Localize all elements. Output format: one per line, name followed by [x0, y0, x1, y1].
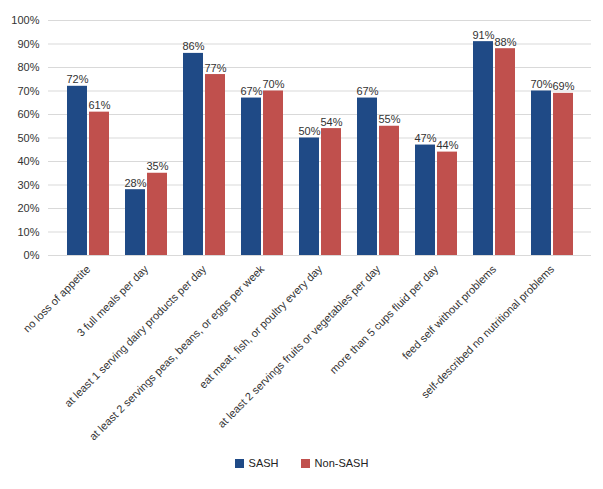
- svg-text:55%: 55%: [378, 113, 400, 125]
- svg-text:44%: 44%: [436, 139, 458, 151]
- svg-text:72%: 72%: [66, 73, 88, 85]
- svg-text:eat meat, fish, or poultry eve: eat meat, fish, or poultry every day: [197, 262, 325, 390]
- svg-text:47%: 47%: [414, 132, 436, 144]
- svg-text:77%: 77%: [204, 62, 226, 74]
- svg-text:20%: 20%: [17, 202, 39, 214]
- svg-text:0%: 0%: [24, 249, 40, 261]
- svg-text:90%: 90%: [17, 38, 39, 50]
- svg-text:86%: 86%: [182, 40, 204, 52]
- svg-text:35%: 35%: [146, 160, 168, 172]
- svg-text:70%: 70%: [262, 78, 284, 90]
- svg-text:60%: 60%: [17, 108, 39, 120]
- svg-text:91%: 91%: [472, 29, 494, 41]
- svg-text:100%: 100%: [11, 14, 39, 26]
- svg-text:70%: 70%: [530, 78, 552, 90]
- svg-text:88%: 88%: [494, 36, 516, 48]
- svg-text:50%: 50%: [17, 132, 39, 144]
- svg-text:10%: 10%: [17, 226, 39, 238]
- svg-text:self-described no nutritional: self-described no nutritional problems: [419, 262, 557, 400]
- svg-text:28%: 28%: [124, 177, 146, 189]
- svg-text:54%: 54%: [320, 116, 342, 128]
- svg-text:at least 2 servings peas, bean: at least 2 servings peas, beans, or eggs…: [86, 262, 267, 443]
- svg-text:feed self without problems: feed self without problems: [400, 262, 499, 361]
- svg-text:more than 5 cups fluid per day: more than 5 cups fluid per day: [327, 262, 440, 375]
- html-text:Non-SASH: Non-SASH: [314, 457, 369, 469]
- svg-text:50%: 50%: [298, 125, 320, 137]
- svg-text:80%: 80%: [17, 61, 39, 73]
- svg-text:at least 2 servings fruits or: at least 2 servings fruits or vegetables…: [215, 262, 383, 430]
- html-text:SASH: SASH: [248, 457, 279, 469]
- svg-text:67%: 67%: [240, 85, 262, 97]
- svg-text:67%: 67%: [356, 85, 378, 97]
- svg-text:no loss of appetite: no loss of appetite: [20, 262, 93, 335]
- svg-text:61%: 61%: [88, 99, 110, 111]
- svg-text:30%: 30%: [17, 179, 39, 191]
- svg-text:70%: 70%: [17, 85, 39, 97]
- svg-text:at least 1 serving dairy produ: at least 1 serving dairy products per da…: [62, 262, 209, 410]
- svg-text:3 full meals per day: 3 full meals per day: [74, 262, 151, 339]
- svg-text:69%: 69%: [552, 80, 574, 92]
- svg-text:40%: 40%: [17, 155, 39, 167]
